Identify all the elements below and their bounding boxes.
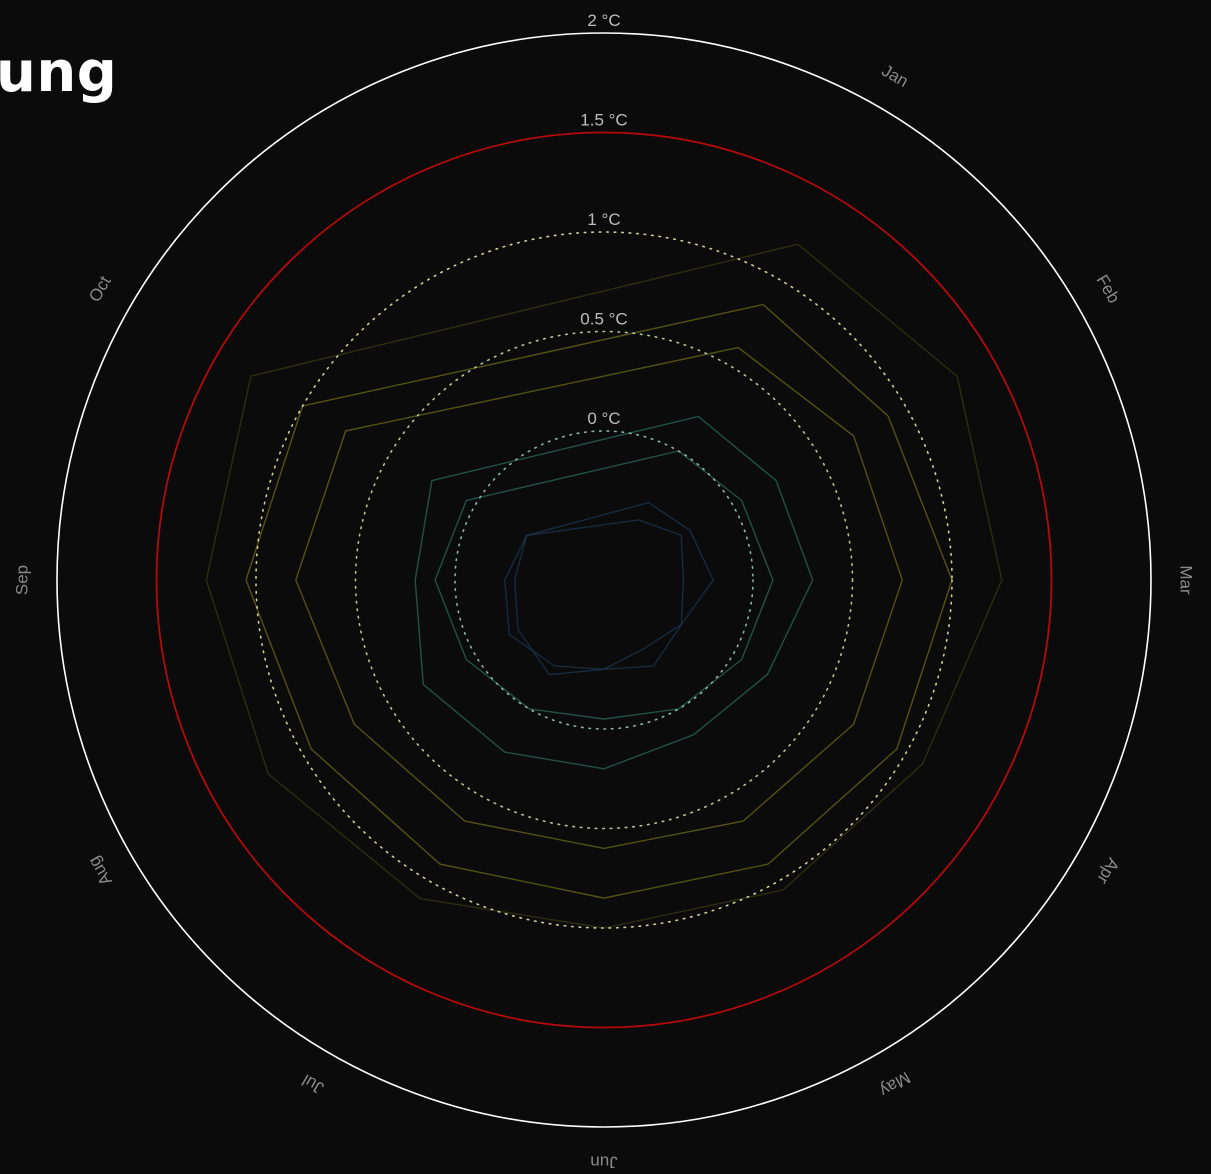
ring-label-1c: 1 °C: [587, 210, 620, 229]
temperature-rings: [56, 32, 1152, 1128]
spiral-series-5: [245, 303, 953, 899]
spiral-series-3: [414, 415, 814, 770]
spiral-series-0: [513, 519, 685, 676]
month-label-jul: Jul: [299, 1070, 327, 1097]
month-label-oct: Oct: [85, 273, 115, 306]
temperature-ring-labels: 0 °C 0.5 °C 1 °C 1.5 °C 2 °C: [580, 11, 627, 428]
page-title: ung: [0, 40, 118, 105]
month-label-jan: Jan: [878, 61, 911, 91]
spiral-series-2: [434, 450, 774, 720]
month-label-jun: Jun: [590, 1153, 617, 1172]
spiral-series-6: [205, 243, 1003, 929]
month-label-may: May: [876, 1068, 914, 1101]
ring-0-5c: [354, 330, 854, 830]
month-label-mar: Mar: [1177, 565, 1196, 595]
month-label-aug: Aug: [84, 853, 116, 889]
month-label-apr: Apr: [1093, 855, 1123, 888]
ring-1-5c: [155, 131, 1053, 1029]
ring-label-1-5c: 1.5 °C: [580, 111, 627, 130]
month-label-feb: Feb: [1093, 272, 1124, 307]
ring-label-0-5c: 0.5 °C: [580, 310, 627, 329]
ring-2c: [56, 32, 1152, 1128]
ring-1c: [255, 231, 953, 929]
spiral-series-4: [295, 346, 904, 850]
spiral-series-1: [504, 502, 715, 671]
spiral-lines: [205, 243, 1003, 929]
ring-0c: [454, 430, 754, 730]
month-label-sep: Sep: [12, 565, 31, 595]
ring-label-2c: 2 °C: [587, 11, 620, 30]
ring-label-0c: 0 °C: [587, 409, 620, 428]
